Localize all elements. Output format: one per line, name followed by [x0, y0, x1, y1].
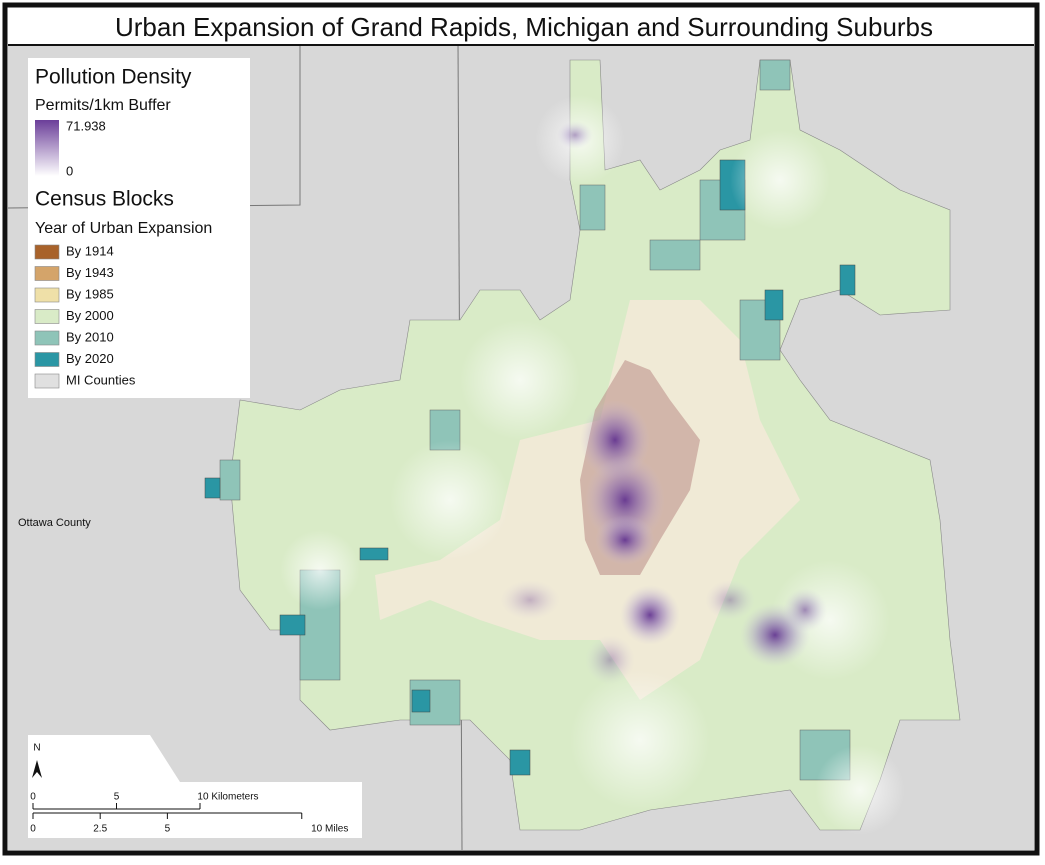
scale-bar: 0 5 10 Kilometers 0 2.5 5 10 Miles — [30, 792, 348, 835]
legend-label: MI Counties — [66, 372, 136, 387]
legend-swatch — [34, 287, 60, 303]
scale-label: 5 — [114, 792, 120, 803]
county-label: Ottawa County — [18, 517, 91, 529]
legend-subtitle: Permits/1km Buffer — [35, 97, 171, 114]
density-ramp — [35, 120, 59, 176]
legend-label: By 1914 — [66, 243, 114, 258]
density-blobs — [500, 121, 827, 685]
scale-label: 0 — [30, 792, 36, 803]
scale-label: 5 — [165, 824, 171, 835]
legend-label: By 2000 — [66, 308, 114, 323]
legend-swatch — [34, 330, 60, 346]
north-arrow — [32, 760, 42, 778]
legend-title: Pollution Density — [35, 66, 192, 89]
scale-label: 2.5 — [93, 824, 107, 835]
scale-label: 10 Kilometers — [197, 792, 258, 803]
legend-title: Census Blocks — [35, 188, 174, 211]
blocks-2020 — [204, 159, 856, 776]
north-label: N — [33, 743, 40, 754]
legend-label: By 1985 — [66, 286, 114, 301]
blocks-2010 — [219, 59, 851, 781]
scale-label: 10 Miles — [311, 824, 348, 835]
scale-label: 0 — [30, 824, 36, 835]
legend-swatch — [34, 244, 60, 260]
title: Urban Expansion of Grand Rapids, Michiga… — [115, 12, 933, 42]
legend-box — [28, 58, 250, 398]
legend-swatch — [34, 266, 60, 281]
legend-swatch — [34, 373, 60, 389]
scale-box — [28, 735, 362, 838]
density-min: 0 — [66, 163, 73, 178]
legend-subtitle: Year of Urban Expansion — [35, 220, 212, 237]
legend-label: By 2010 — [66, 329, 114, 344]
legend-items: By 1914 By 1943 By 1985 By 2000 By 2010 By 20… — [34, 243, 136, 389]
legend-swatch — [34, 352, 60, 367]
legend-label: By 2020 — [66, 351, 114, 366]
buffer-haze — [280, 95, 905, 835]
legend-swatch — [34, 309, 60, 324]
density-max: 71.938 — [66, 118, 106, 133]
title-bar — [8, 8, 1034, 44]
legend-label: By 1943 — [66, 265, 114, 280]
